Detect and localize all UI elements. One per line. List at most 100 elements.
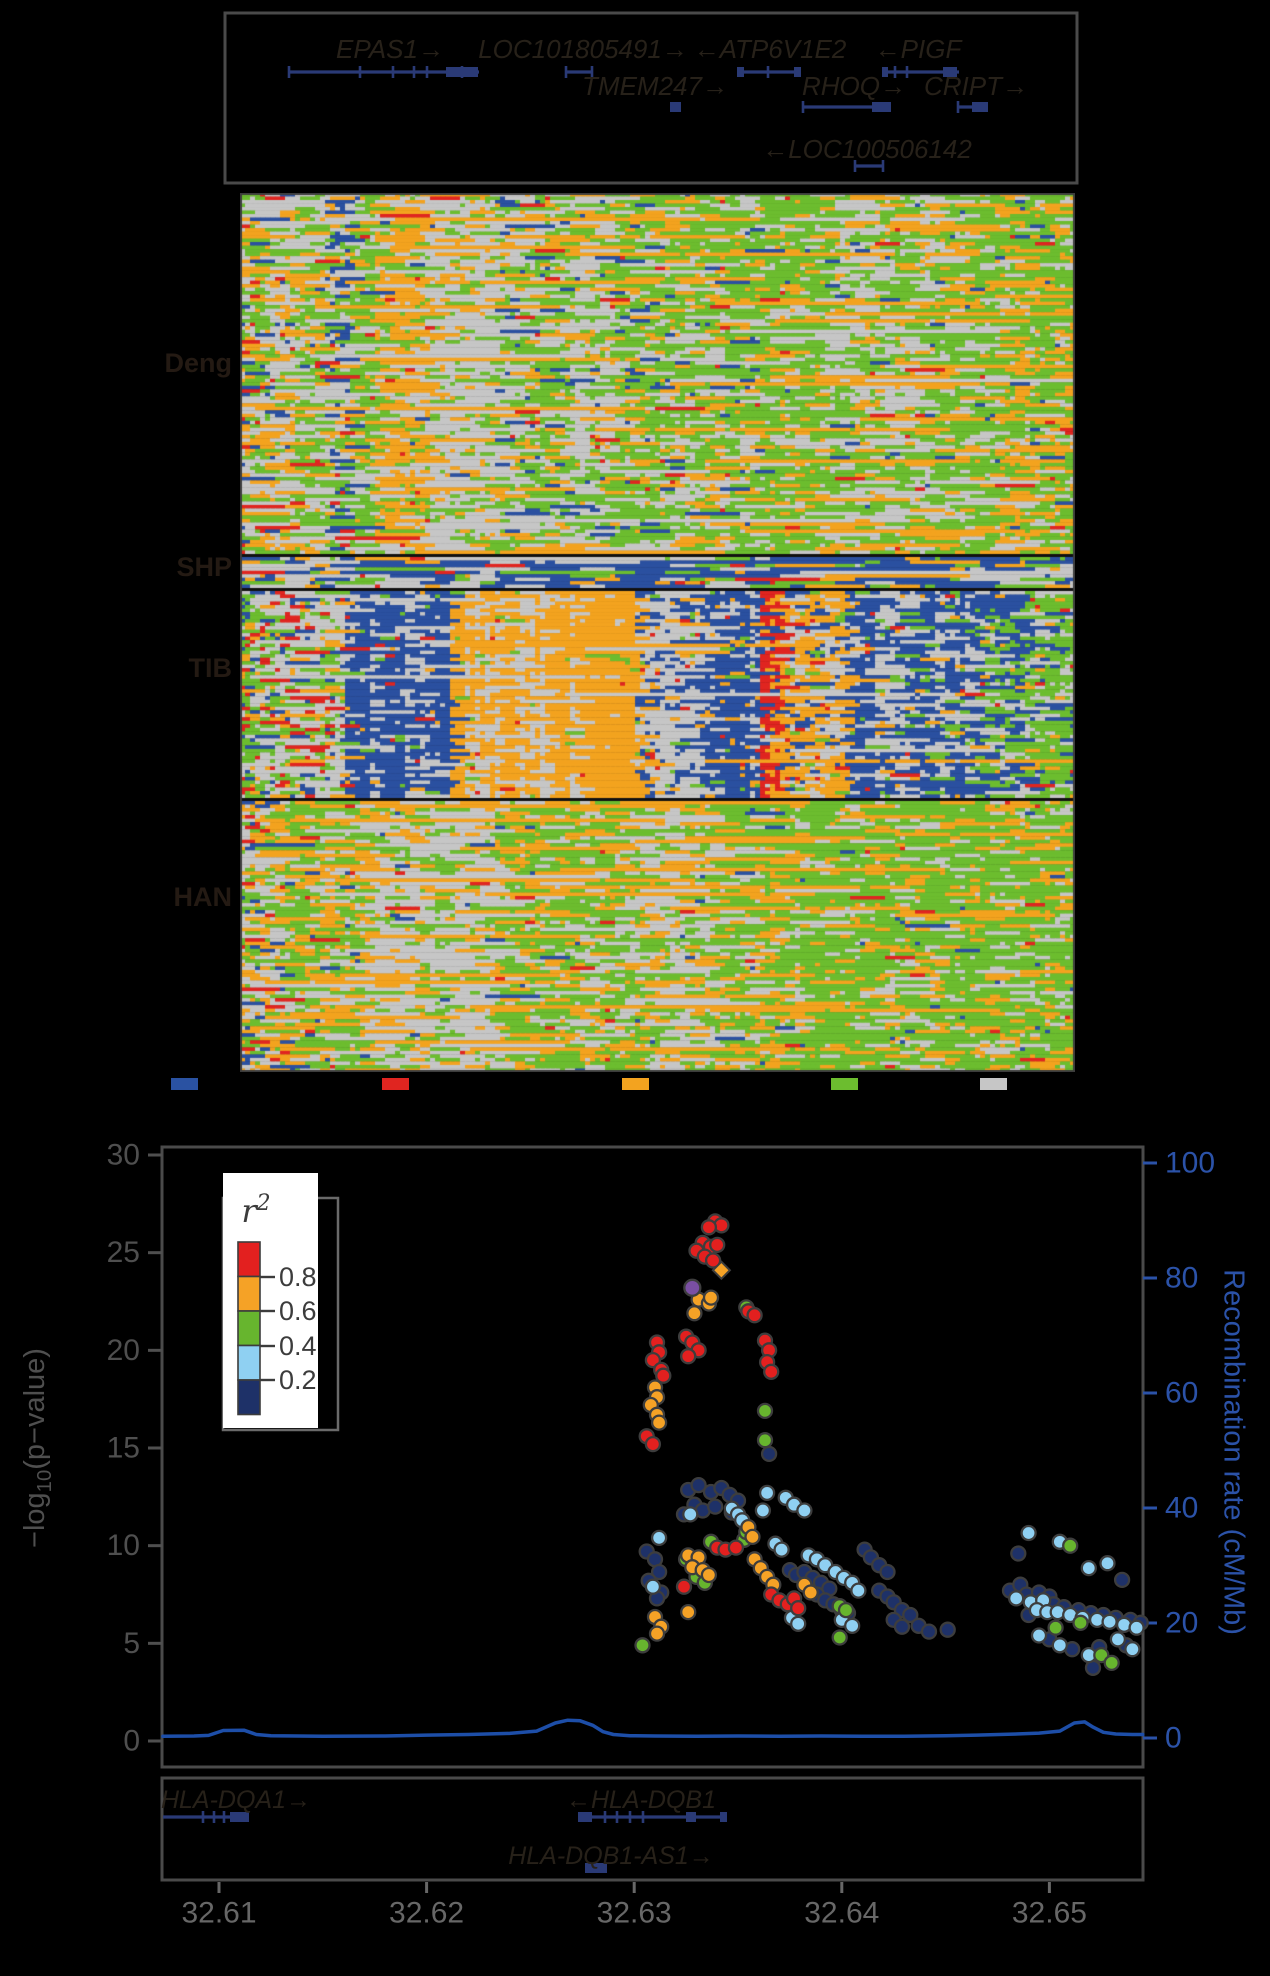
- y-axis-label: −log10(p−value): [19, 1348, 57, 1548]
- scatter-point: [648, 1625, 666, 1642]
- scatter-point: [758, 1484, 776, 1502]
- scatter-point: [650, 1414, 668, 1431]
- gene-exon-block: [972, 102, 988, 112]
- scatter-point: [796, 1502, 813, 1519]
- scatter-point: [1101, 1613, 1118, 1630]
- gene-exon-block: [446, 67, 478, 77]
- hap-legend-swatch-green: [831, 1078, 858, 1090]
- top-gene-track-panel: EPAS1→ LOC101805491→ ←ATP6V1E2 ←PIGF TMEM247…: [223, 11, 1079, 185]
- gene-label: CRIPT→: [924, 71, 1028, 101]
- gene-exon-block: [794, 67, 801, 77]
- r2-legend-tick-label: 0.2: [279, 1365, 317, 1395]
- x-tick-label: 32.62: [389, 1897, 464, 1930]
- top-genes-border: [223, 11, 1079, 185]
- r2-legend-title: r2: [241, 1191, 270, 1230]
- row-label-deng: Deng: [165, 348, 233, 378]
- scatter-point: [831, 1629, 848, 1646]
- scatter-point: [754, 1502, 772, 1519]
- association-plot: 0 5 10 15 20 25 30 0 20 40 60 80 100 32.61 32.62 32.63 3…: [107, 1139, 1215, 1930]
- y-right-tick-label: 0: [1165, 1722, 1182, 1755]
- hap-legend-swatch-orange: [622, 1078, 649, 1090]
- scatter-point: [773, 1541, 790, 1558]
- r2-legend-tick-label: 0.4: [279, 1331, 317, 1361]
- gene-exon-block: [943, 67, 957, 77]
- scatter-point: [700, 1566, 718, 1584]
- gene-label: EPAS1→: [336, 34, 444, 64]
- row-label-tib: TIB: [189, 653, 233, 683]
- scatter-point: [1109, 1631, 1127, 1648]
- scatter-point: [902, 1606, 919, 1624]
- scatter-point: [760, 1445, 778, 1463]
- scatter-point: [763, 1363, 780, 1380]
- scatter-point: [644, 1578, 662, 1595]
- scatter-point: [837, 1601, 855, 1619]
- scatter-point: [920, 1623, 938, 1640]
- gene-label: ←HLA-DQB1: [566, 1786, 716, 1814]
- r2-legend-swatch: [237, 1344, 261, 1381]
- y-left-tick-label: 5: [123, 1627, 140, 1660]
- r2-legend-tick-label: 0.8: [279, 1262, 317, 1292]
- scatter-point: [702, 1289, 720, 1306]
- scatter-point: [893, 1618, 911, 1635]
- x-tick-label: 32.64: [804, 1897, 879, 1930]
- y-left-tick-label: 20: [107, 1334, 140, 1367]
- scatter-point: [1113, 1571, 1131, 1589]
- gene-label: HLA-DQB1-AS1→: [508, 1842, 714, 1870]
- r2-legend-swatch: [237, 1310, 261, 1347]
- gene-exon-block: [737, 67, 744, 77]
- scatter-point: [1128, 1619, 1145, 1636]
- scatter-point: [1030, 1627, 1048, 1644]
- y-right-tick-label: 40: [1165, 1492, 1198, 1525]
- scatter-point: [756, 1402, 774, 1420]
- scatter-point: [744, 1528, 761, 1546]
- scatter-point: [1099, 1555, 1116, 1572]
- scatter-point: [939, 1621, 956, 1638]
- gene-label: ←PIGF: [875, 34, 964, 64]
- y-left-tick-label: 25: [107, 1236, 140, 1269]
- scatter-point: [1051, 1637, 1068, 1654]
- y-axis-label-pre: −log: [19, 1492, 52, 1548]
- scatter-point: [650, 1529, 668, 1547]
- gene-label: TMEM247→: [582, 71, 728, 101]
- scatter-point: [850, 1582, 867, 1599]
- scatter-point: [1103, 1654, 1120, 1672]
- scatter-point: [634, 1637, 651, 1654]
- scatter-point: [680, 1603, 697, 1621]
- bottom-genes-border: [160, 1776, 1145, 1882]
- scatter-point: [650, 1563, 668, 1581]
- row-label-han: HAN: [174, 882, 233, 912]
- y-right-tick-label: 80: [1165, 1262, 1198, 1295]
- scatter-point: [644, 1435, 662, 1453]
- scatter-point: [690, 1476, 707, 1494]
- heatmap-color-legend: [171, 1078, 1007, 1090]
- y-axis-label-sub: 10: [33, 1469, 56, 1493]
- gene-label: RHOQ→: [802, 71, 906, 101]
- scatter-point: [746, 1307, 763, 1324]
- scatter-point: [707, 1498, 724, 1515]
- bottom-gene-track-panel: HLA-DQA1→ ←HLA-DQB1 HLA-DQB1-AS1→: [160, 1776, 1145, 1882]
- x-tick-label: 32.65: [1012, 1897, 1087, 1930]
- hap-legend-swatch-gray: [980, 1078, 1007, 1090]
- heatmap-row-labels: Deng SHP TIB HAN: [165, 348, 233, 912]
- y-left-tick-label: 30: [107, 1139, 140, 1172]
- gene-label: ←LOC100506142: [762, 134, 972, 164]
- lead-snp-diamond: [711, 1260, 732, 1281]
- x-tick-label: 32.61: [181, 1897, 256, 1930]
- plot-border: [160, 1145, 1145, 1769]
- scatter-point: [1020, 1524, 1037, 1542]
- y-right-tick-label: 100: [1165, 1147, 1215, 1180]
- scatter-point: [700, 1219, 718, 1236]
- scatter-point: [1080, 1559, 1097, 1577]
- gene-exon-block: [585, 1863, 607, 1873]
- r2-legend-tick-label: 0.6: [279, 1296, 317, 1326]
- x-tick-label: 32.63: [597, 1897, 672, 1930]
- haplotype-heatmap: [240, 193, 1075, 1072]
- scatter-point: [1124, 1641, 1141, 1658]
- y-left-tick-label: 0: [123, 1725, 140, 1758]
- y-left-tick-label: 15: [107, 1432, 140, 1465]
- y-right-tick-label: 20: [1165, 1607, 1198, 1640]
- scatter-point: [879, 1563, 896, 1581]
- gene-label: LOC101805491→: [478, 34, 688, 64]
- y-left-tick-label: 10: [107, 1529, 140, 1562]
